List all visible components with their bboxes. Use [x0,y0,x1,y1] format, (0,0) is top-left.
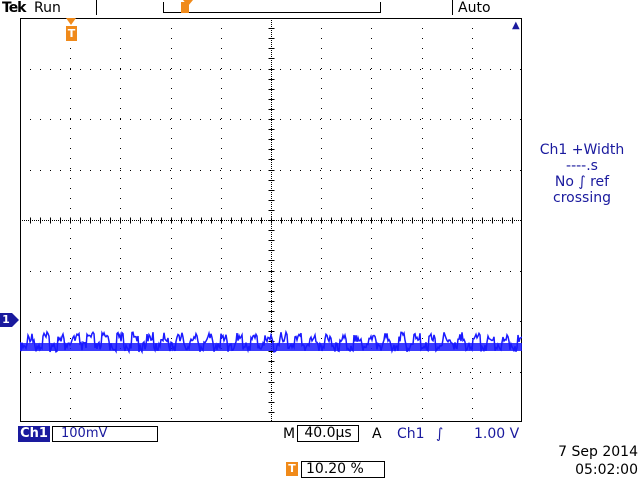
record-trigger-marker [181,2,189,13]
trigger-slope-icon: ∫ [436,426,444,442]
timebase-prefix: M [283,426,296,442]
volts-per-div[interactable]: 100mV [52,426,158,442]
trigger-position-icon: T [286,462,298,476]
trigger-position-value[interactable]: 10.20 % [301,461,385,478]
trigger-level[interactable]: 1.00 V [474,426,520,442]
acquisition-state: Run [34,0,61,16]
channel1-trace-band [20,343,522,351]
top-divider [96,0,97,15]
trigger-prefix: A [372,426,382,442]
trigger-position-arrow-icon [66,18,76,25]
record-trigger-arrow-icon [183,0,193,6]
trigger-position-marker[interactable]: T [66,26,77,41]
channel1-marker-arrow-icon [12,313,19,327]
record-view-bar [163,2,381,13]
top-status-bar: Tek Run Auto [0,0,640,18]
brand-logo: Tek [2,0,26,16]
trigger-level-icon: ▲ [512,20,520,31]
top-divider [452,0,453,15]
date-readout: 7 Sep 2014 [558,444,638,460]
measurement-note-2: crossing [553,190,611,206]
time-readout: 05:02:00 [575,462,638,478]
timebase-value[interactable]: 40.0µs [297,425,359,442]
trigger-mode: Auto [458,0,491,16]
measurement-title: Ch1 +Width [539,142,625,158]
channel1-ground-marker[interactable]: 1 [0,313,12,327]
measurement-note: No ∫ ref [554,174,610,190]
trigger-source[interactable]: Ch1 [397,426,425,442]
channel1-label[interactable]: Ch1 [18,426,50,442]
measurement-readout: Ch1 +Width ----.s No ∫ ref crossing [526,142,638,206]
measurement-value: ----.s [566,158,598,174]
graticule [20,18,522,422]
